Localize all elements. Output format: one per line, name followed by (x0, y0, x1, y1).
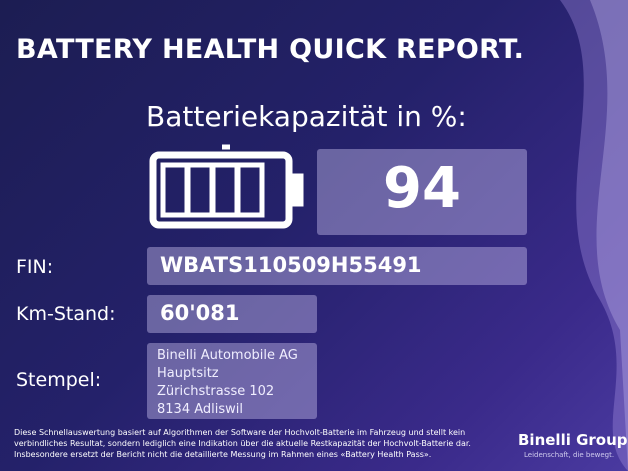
disclaimer-line: verbindliches Resultat, sondern lediglic… (14, 439, 471, 448)
logo-tagline: Leidenschaft, die bewegt. (524, 451, 615, 459)
km-value: 60'081 (160, 301, 240, 325)
title: BATTERY HEALTH QUICK REPORT. (16, 34, 525, 65)
stamp-label: Stempel: (16, 369, 102, 391)
stamp-box (147, 343, 317, 419)
fin-value: WBATS110509H55491 (160, 253, 422, 277)
logo-name: Binelli Group (518, 431, 628, 449)
disclaimer-line: Insbesondere ersetzt der Bericht nicht d… (14, 450, 432, 459)
fin-label: FIN: (16, 256, 54, 278)
capacity-box (317, 149, 527, 235)
stamp-line: Hauptsitz (157, 366, 219, 381)
stamp-line: 8134 Adliswil (157, 402, 243, 417)
battery-icon (149, 144, 304, 229)
capacity-value: 94 (383, 156, 461, 221)
capacity-label: Batteriekapazität in %: (146, 100, 467, 133)
stamp-line: Binelli Automobile AG (157, 348, 298, 363)
stamp-text: Binelli Automobile AG Hauptsitz Zürichstra… (157, 347, 298, 419)
disclaimer: Diese Schnellauswertung basiert auf Algo… (14, 427, 471, 460)
km-label: Km-Stand: (16, 303, 116, 325)
stamp-line: Zürichstrasse 102 (157, 384, 275, 399)
fin-box (147, 247, 527, 285)
km-box (147, 295, 317, 333)
disclaimer-line: Diese Schnellauswertung basiert auf Algo… (14, 428, 466, 437)
